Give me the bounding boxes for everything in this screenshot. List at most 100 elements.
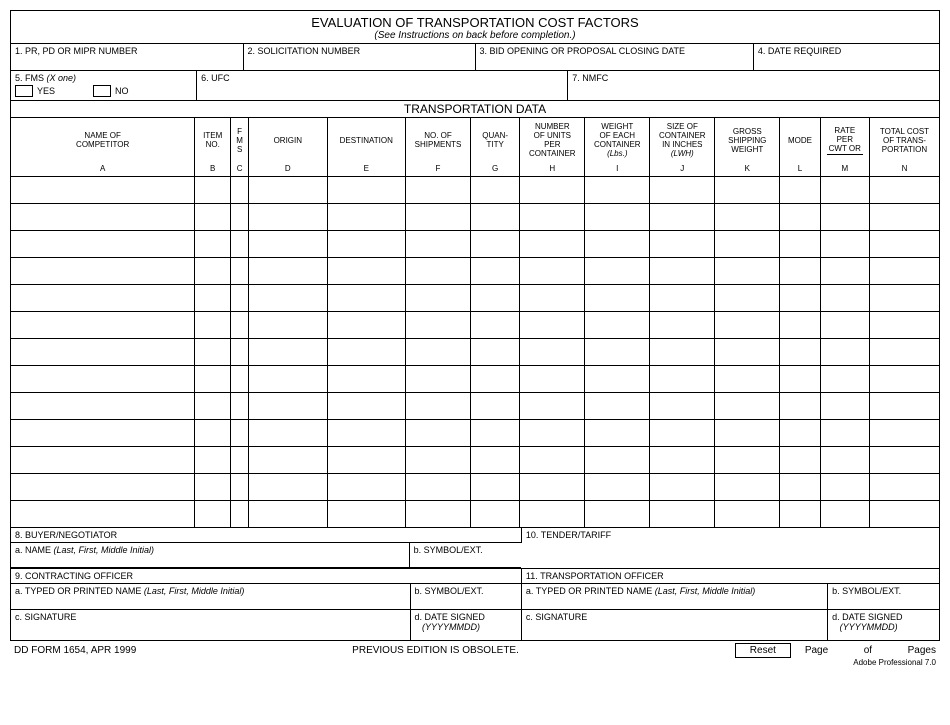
grid-cell[interactable]: [520, 500, 585, 527]
grid-cell[interactable]: [650, 176, 715, 203]
grid-cell[interactable]: [820, 446, 869, 473]
grid-cell[interactable]: [650, 446, 715, 473]
grid-cell[interactable]: [327, 500, 405, 527]
field-9c-signature[interactable]: c. SIGNATURE: [11, 610, 410, 640]
grid-cell[interactable]: [195, 338, 231, 365]
grid-cell[interactable]: [405, 500, 470, 527]
grid-cell[interactable]: [820, 338, 869, 365]
grid-cell[interactable]: [869, 500, 939, 527]
grid-cell[interactable]: [470, 284, 519, 311]
grid-cell[interactable]: [585, 365, 650, 392]
grid-cell[interactable]: [869, 284, 939, 311]
grid-cell[interactable]: [470, 338, 519, 365]
checkbox-no[interactable]: [93, 85, 111, 97]
checkbox-yes[interactable]: [15, 85, 33, 97]
grid-cell[interactable]: [650, 338, 715, 365]
grid-cell[interactable]: [585, 311, 650, 338]
grid-cell[interactable]: [520, 257, 585, 284]
reset-button[interactable]: Reset: [735, 643, 791, 658]
grid-cell[interactable]: [249, 392, 327, 419]
grid-cell[interactable]: [470, 257, 519, 284]
grid-cell[interactable]: [520, 473, 585, 500]
grid-cell[interactable]: [195, 257, 231, 284]
grid-cell[interactable]: [470, 203, 519, 230]
grid-cell[interactable]: [327, 230, 405, 257]
grid-cell[interactable]: [327, 203, 405, 230]
field-11b-symbol[interactable]: b. SYMBOL/EXT.: [828, 584, 939, 610]
grid-cell[interactable]: [249, 230, 327, 257]
grid-cell[interactable]: [470, 230, 519, 257]
grid-cell[interactable]: [820, 473, 869, 500]
grid-cell[interactable]: [520, 284, 585, 311]
grid-cell[interactable]: [650, 230, 715, 257]
grid-cell[interactable]: [869, 230, 939, 257]
field-ufc[interactable]: 6. UFC: [197, 71, 568, 101]
grid-cell[interactable]: [650, 473, 715, 500]
grid-cell[interactable]: [869, 338, 939, 365]
grid-cell[interactable]: [715, 338, 780, 365]
grid-cell[interactable]: [520, 419, 585, 446]
grid-cell[interactable]: [327, 473, 405, 500]
grid-cell[interactable]: [820, 392, 869, 419]
grid-cell[interactable]: [11, 284, 195, 311]
grid-cell[interactable]: [231, 500, 249, 527]
grid-cell[interactable]: [249, 257, 327, 284]
grid-cell[interactable]: [327, 257, 405, 284]
field-11d-date[interactable]: d. DATE SIGNED (YYYYMMDD): [828, 610, 939, 640]
grid-cell[interactable]: [780, 446, 820, 473]
grid-cell[interactable]: [869, 419, 939, 446]
grid-cell[interactable]: [231, 203, 249, 230]
grid-cell[interactable]: [650, 392, 715, 419]
grid-cell[interactable]: [869, 203, 939, 230]
grid-cell[interactable]: [715, 446, 780, 473]
grid-cell[interactable]: [405, 311, 470, 338]
grid-cell[interactable]: [231, 473, 249, 500]
grid-cell[interactable]: [869, 365, 939, 392]
grid-cell[interactable]: [11, 392, 195, 419]
grid-cell[interactable]: [405, 392, 470, 419]
grid-cell[interactable]: [650, 203, 715, 230]
grid-cell[interactable]: [231, 230, 249, 257]
grid-cell[interactable]: [231, 392, 249, 419]
grid-cell[interactable]: [650, 257, 715, 284]
grid-cell[interactable]: [585, 392, 650, 419]
grid-cell[interactable]: [11, 311, 195, 338]
grid-cell[interactable]: [405, 473, 470, 500]
grid-cell[interactable]: [327, 392, 405, 419]
grid-cell[interactable]: [820, 500, 869, 527]
grid-cell[interactable]: [405, 203, 470, 230]
grid-cell[interactable]: [715, 203, 780, 230]
grid-cell[interactable]: [780, 284, 820, 311]
grid-cell[interactable]: [405, 176, 470, 203]
grid-cell[interactable]: [405, 419, 470, 446]
field-nmfc[interactable]: 7. NMFC: [568, 71, 939, 101]
grid-cell[interactable]: [249, 419, 327, 446]
field-date-required[interactable]: 4. DATE REQUIRED: [753, 44, 939, 70]
grid-cell[interactable]: [820, 230, 869, 257]
grid-cell[interactable]: [520, 311, 585, 338]
grid-cell[interactable]: [327, 176, 405, 203]
grid-cell[interactable]: [820, 365, 869, 392]
grid-cell[interactable]: [869, 392, 939, 419]
grid-cell[interactable]: [327, 284, 405, 311]
grid-cell[interactable]: [405, 338, 470, 365]
grid-cell[interactable]: [715, 284, 780, 311]
grid-cell[interactable]: [11, 473, 195, 500]
grid-cell[interactable]: [470, 500, 519, 527]
grid-cell[interactable]: [470, 365, 519, 392]
grid-cell[interactable]: [715, 473, 780, 500]
field-8a-name[interactable]: a. NAME (Last, First, Middle Initial): [11, 543, 409, 568]
grid-cell[interactable]: [650, 311, 715, 338]
grid-cell[interactable]: [820, 284, 869, 311]
grid-cell[interactable]: [585, 473, 650, 500]
field-8b-symbol[interactable]: b. SYMBOL/EXT.: [409, 543, 521, 568]
field-9a-name[interactable]: a. TYPED OR PRINTED NAME (Last, First, M…: [11, 584, 410, 610]
grid-cell[interactable]: [195, 203, 231, 230]
grid-cell[interactable]: [780, 338, 820, 365]
grid-cell[interactable]: [195, 176, 231, 203]
grid-cell[interactable]: [869, 446, 939, 473]
grid-cell[interactable]: [585, 257, 650, 284]
grid-cell[interactable]: [11, 230, 195, 257]
grid-cell[interactable]: [780, 365, 820, 392]
grid-cell[interactable]: [650, 419, 715, 446]
